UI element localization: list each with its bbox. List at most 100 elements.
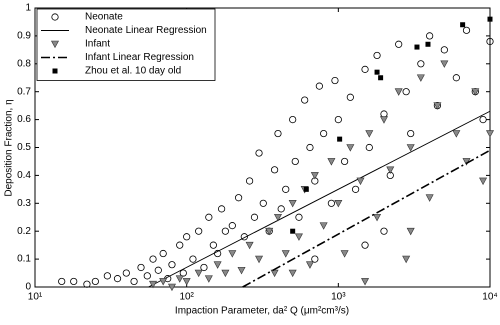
x-tick-label: 10⁴ [482, 292, 497, 303]
y-tick-label: 1 [25, 3, 31, 14]
y-tick-label: 0.3 [17, 198, 31, 209]
data-point [479, 116, 487, 124]
data-point [294, 233, 303, 241]
data-point [406, 144, 415, 152]
data-point [91, 277, 99, 286]
regression-line [148, 110, 491, 288]
data-point [356, 177, 365, 186]
data-point [311, 255, 319, 263]
data-point [425, 194, 434, 202]
x-tick-label: 10² [179, 292, 194, 303]
data-point [407, 129, 415, 138]
data-point [395, 40, 403, 48]
data-point [240, 233, 248, 241]
data-point [179, 269, 187, 277]
data-point [334, 200, 343, 208]
data-point [379, 116, 388, 124]
data-point [149, 280, 158, 289]
data-point [440, 46, 448, 54]
data-point [310, 172, 319, 180]
y-tick-label: 0.4 [17, 170, 31, 181]
data-point [452, 130, 461, 138]
y-tick-label: 0.1 [17, 254, 31, 265]
y-tick-label: 0 [25, 282, 31, 293]
legend: Neonate Neonate Linear Regression Infant In… [36, 8, 216, 81]
data-point [168, 261, 176, 269]
data-point [221, 269, 230, 278]
data-point [221, 227, 229, 235]
data-point [281, 250, 290, 258]
legend-swatch [52, 68, 58, 74]
data-point [487, 16, 493, 22]
data-point [365, 130, 374, 138]
data-point [361, 241, 369, 249]
data-point [270, 269, 279, 278]
data-point [462, 26, 471, 34]
data-point [273, 213, 282, 222]
data-point [380, 110, 388, 118]
y-tick-label: 0.8 [17, 58, 31, 69]
legend-box [36, 8, 216, 81]
data-point [414, 44, 420, 50]
data-point [228, 222, 236, 230]
data-point [246, 177, 254, 185]
data-point [70, 277, 78, 286]
data-point [291, 157, 299, 166]
legend-label: Neonate [85, 12, 123, 23]
data-point [416, 74, 425, 82]
data-point [137, 263, 145, 272]
data-point [452, 74, 460, 82]
data-point [380, 227, 388, 235]
data-point [341, 157, 349, 166]
data-point [182, 278, 191, 286]
data-point [149, 255, 157, 263]
data-point [340, 250, 349, 258]
data-point [58, 277, 66, 286]
data-point [373, 51, 381, 60]
data-point [319, 222, 328, 230]
data-point [334, 116, 342, 124]
data-point [194, 269, 203, 278]
data-point [159, 249, 167, 258]
data-point [471, 88, 480, 96]
data-point [402, 255, 411, 264]
data-point [183, 233, 191, 241]
data-point [143, 272, 151, 280]
data-point [154, 266, 162, 274]
legend-label: Neonate Linear Regression [85, 25, 207, 36]
data-point [271, 166, 279, 174]
data-point [346, 93, 354, 101]
data-point [274, 129, 282, 138]
data-point [245, 241, 254, 250]
x-axis-label: Impaction Parameter, da² Q (μm²cm³/s) [175, 306, 349, 317]
data-point [440, 60, 449, 68]
y-tick-label: 0.5 [17, 142, 31, 153]
data-point [373, 213, 382, 222]
data-point [159, 278, 168, 286]
data-point [303, 186, 309, 192]
data-point [301, 96, 309, 104]
data-point [176, 241, 184, 249]
data-point [337, 136, 343, 142]
data-point [320, 129, 328, 138]
data-point [346, 144, 355, 152]
data-point [282, 185, 290, 193]
data-point [331, 76, 339, 85]
data-point [486, 37, 494, 46]
data-point [288, 200, 297, 208]
data-point [204, 275, 213, 283]
data-point [237, 266, 246, 275]
data-point [315, 82, 323, 90]
data-point [113, 275, 122, 283]
data-point [433, 102, 442, 110]
data-point [417, 60, 425, 68]
y-axis-label: Deposition Fraction, η [4, 99, 15, 196]
data-point [255, 255, 264, 264]
data-point [228, 250, 237, 258]
data-point [425, 41, 431, 47]
regression-line [242, 149, 491, 288]
data-point [288, 269, 297, 278]
data-point [277, 205, 285, 213]
data-point [167, 283, 176, 292]
data-point [265, 227, 274, 236]
